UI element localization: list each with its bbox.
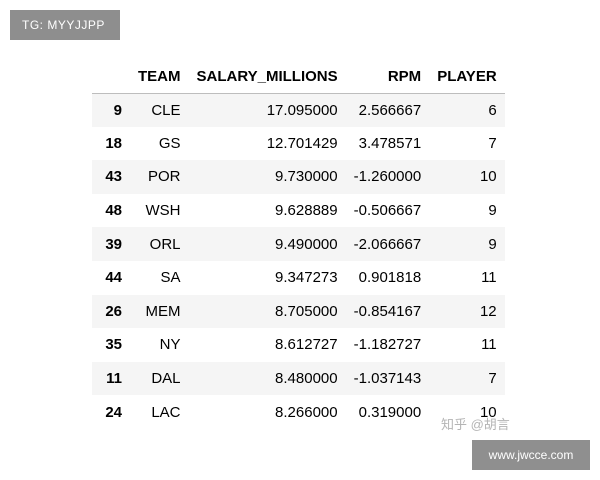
header-team: TEAM xyxy=(130,60,189,94)
site-watermark: www.jwcce.com xyxy=(472,440,590,470)
cell-team: SA xyxy=(160,269,181,287)
row-index: 35 xyxy=(105,336,122,354)
row-index: 9 xyxy=(113,101,122,119)
table-row: 18 GS 12.701429 3.478571 7 xyxy=(92,127,505,161)
cell-player: 7 xyxy=(488,370,497,388)
row-index: 43 xyxy=(105,168,122,186)
cell-rpm: 0.319000 xyxy=(358,403,422,421)
table-row: 9 CLE 17.095000 2.566667 6 xyxy=(92,93,505,127)
cell-salary: 9.730000 xyxy=(275,168,338,186)
cell-rpm: 3.478571 xyxy=(358,134,422,152)
table-row: 11 DAL 8.480000 -1.037143 7 xyxy=(92,361,505,396)
cell-player: 9 xyxy=(488,202,497,220)
cell-rpm: -0.506667 xyxy=(353,202,422,220)
row-index: 39 xyxy=(105,235,122,253)
row-index: 44 xyxy=(105,269,122,287)
table-row: 35 NY 8.612727 -1.182727 11 xyxy=(92,328,505,362)
tag-badge: TG: MYYJJPP xyxy=(10,10,120,40)
cell-player: 7 xyxy=(488,134,497,152)
cell-player: 11 xyxy=(481,336,497,354)
cell-player: 9 xyxy=(488,235,497,253)
cell-rpm: 0.901818 xyxy=(358,269,422,287)
table-row: 43 POR 9.730000 -1.260000 10 xyxy=(92,160,505,194)
table-row: 39 ORL 9.490000 -2.066667 9 xyxy=(92,227,505,261)
header-index xyxy=(92,60,130,94)
cell-team: WSH xyxy=(145,202,181,220)
cell-player: 10 xyxy=(479,168,497,186)
cell-rpm: -2.066667 xyxy=(353,235,422,253)
cell-team: GS xyxy=(158,134,181,152)
row-index: 18 xyxy=(105,134,122,152)
cell-rpm: -1.037143 xyxy=(353,370,422,388)
row-index: 48 xyxy=(105,202,122,220)
table-header-row: TEAM SALARY_MILLIONS RPM PLAYER xyxy=(92,60,505,94)
row-index: 11 xyxy=(106,370,122,388)
cell-player: 12 xyxy=(479,302,497,320)
header-rpm: RPM xyxy=(345,60,430,94)
table-row: 26 MEM 8.705000 -0.854167 12 xyxy=(92,294,505,329)
cell-player: 6 xyxy=(488,101,497,119)
header-player: PLAYER xyxy=(429,60,505,94)
zhihu-watermark: 知乎 @胡言 xyxy=(441,417,510,432)
header-salary-millions: SALARY_MILLIONS xyxy=(188,60,346,94)
cell-rpm: -0.854167 xyxy=(353,302,422,320)
table-row: 48 WSH 9.628889 -0.506667 9 xyxy=(92,194,505,228)
cell-salary: 8.480000 xyxy=(275,370,338,388)
table-row: 24 LAC 8.266000 0.319000 10 xyxy=(92,395,505,429)
cell-salary: 12.701429 xyxy=(266,134,338,152)
cell-salary: 9.628889 xyxy=(275,202,338,220)
cell-salary: 9.490000 xyxy=(275,235,338,253)
cell-team: MEM xyxy=(145,302,181,320)
cell-rpm: -1.182727 xyxy=(353,336,422,354)
cell-team: CLE xyxy=(151,101,181,119)
cell-rpm: -1.260000 xyxy=(353,168,422,186)
cell-rpm: 2.566667 xyxy=(358,101,422,119)
cell-player: 10 xyxy=(479,403,497,421)
dataframe-table: TEAM SALARY_MILLIONS RPM PLAYER 9 CLE 17… xyxy=(92,60,505,429)
cell-team: LAC xyxy=(151,403,181,421)
cell-salary: 17.095000 xyxy=(266,101,338,119)
table-row: 44 SA 9.347273 0.901818 11 xyxy=(92,261,505,295)
cell-salary: 8.705000 xyxy=(275,302,338,320)
cell-salary: 8.612727 xyxy=(275,336,338,354)
cell-salary: 8.266000 xyxy=(275,403,338,421)
cell-team: POR xyxy=(147,168,181,186)
cell-player: 11 xyxy=(481,269,497,287)
cell-team: DAL xyxy=(151,370,181,388)
cell-team: ORL xyxy=(149,235,181,253)
row-index: 24 xyxy=(105,403,122,421)
row-index: 26 xyxy=(105,302,122,320)
cell-salary: 9.347273 xyxy=(275,269,338,287)
cell-team: NY xyxy=(159,336,181,354)
